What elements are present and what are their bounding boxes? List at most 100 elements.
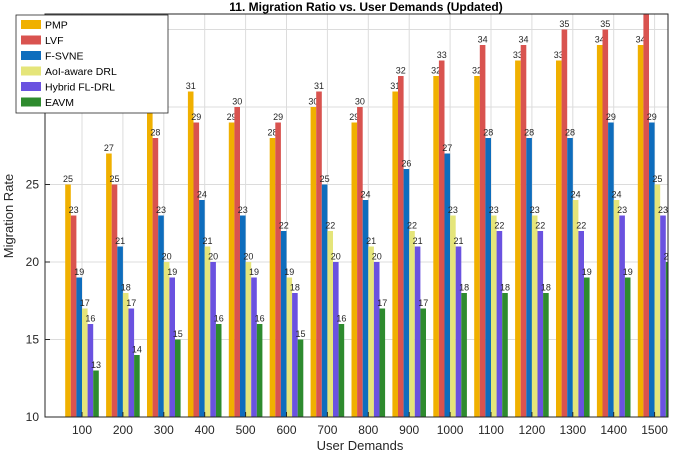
bar-hybrid-fl-drl bbox=[251, 277, 257, 417]
bar-value-label: 23 bbox=[658, 205, 668, 215]
x-tick-label: 1300 bbox=[559, 423, 586, 437]
x-tick-label: 700 bbox=[317, 423, 337, 437]
bar-value-label: 30 bbox=[355, 97, 365, 107]
x-tick-label: 600 bbox=[276, 423, 296, 437]
bar-value-label: 21 bbox=[413, 236, 423, 246]
bar-value-label: 21 bbox=[115, 236, 125, 246]
bar-hybrid-fl-drl bbox=[87, 324, 94, 417]
bar-value-label: 22 bbox=[494, 221, 504, 231]
bar-pmp bbox=[65, 184, 71, 417]
legend-swatch bbox=[21, 20, 41, 29]
bar-aoi-aware-drl bbox=[327, 231, 333, 417]
bar-value-label: 34 bbox=[518, 35, 528, 45]
bar-pmp bbox=[351, 122, 358, 417]
legend-swatch bbox=[21, 51, 41, 60]
bar-value-label: 29 bbox=[606, 112, 616, 122]
bar-value-label: 34 bbox=[478, 35, 488, 45]
bar-pmp bbox=[433, 76, 439, 417]
bar-hybrid-fl-drl bbox=[333, 262, 339, 417]
bar-value-label: 25 bbox=[63, 174, 73, 184]
bar-value-label: 28 bbox=[267, 128, 277, 138]
legend-label: EAVM bbox=[45, 97, 74, 109]
bars: 25 27 30 31 29 28 30 29 31 32 32 33 33 34 34 23 25 28 29 30… bbox=[63, 14, 668, 417]
bar-value-label: 23 bbox=[238, 205, 248, 215]
bar-lvf bbox=[316, 91, 322, 417]
bar-value-label: 35 bbox=[600, 19, 610, 29]
bar-value-label: 19 bbox=[167, 267, 177, 277]
bar-value-label: 18 bbox=[290, 283, 300, 293]
bar-value-label: 31 bbox=[390, 81, 400, 91]
bar-eavm bbox=[461, 293, 467, 417]
bar-value-label: 19 bbox=[623, 267, 633, 277]
x-tick-label: 1400 bbox=[600, 423, 627, 437]
bar-value-label: 24 bbox=[197, 190, 207, 200]
bar-value-label: 31 bbox=[186, 81, 196, 91]
bar-aoi-aware-drl bbox=[450, 215, 456, 417]
bar-eavm bbox=[256, 324, 263, 417]
bar-value-label: 17 bbox=[377, 298, 387, 308]
bar-hybrid-fl-drl bbox=[578, 231, 584, 417]
bar-lvf bbox=[111, 184, 118, 417]
bar-value-label: 15 bbox=[173, 329, 183, 339]
x-tick-label: 800 bbox=[358, 423, 378, 437]
bar-pmp bbox=[392, 91, 398, 417]
bar-aoi-aware-drl bbox=[82, 308, 88, 417]
bar-value-label: 22 bbox=[407, 221, 417, 231]
bar-hybrid-fl-drl bbox=[537, 231, 544, 417]
bar-value-label: 16 bbox=[336, 314, 346, 324]
bar-value-label: 16 bbox=[255, 314, 265, 324]
bar-value-label: 24 bbox=[611, 190, 621, 200]
legend-swatch bbox=[21, 35, 41, 45]
y-axis-title: Migration Rate bbox=[1, 174, 16, 259]
bar-lvf bbox=[438, 60, 445, 417]
bar-eavm bbox=[215, 324, 222, 417]
bar-eavm bbox=[175, 339, 181, 417]
bar-value-label: 29 bbox=[273, 112, 283, 122]
bar-hybrid-fl-drl bbox=[455, 246, 462, 417]
legend-label: Hybrid FL-DRL bbox=[45, 82, 115, 94]
x-ticks: 100 200 300 400 500 600 700 800 900 1000 1100 1200 1… bbox=[72, 412, 668, 437]
bar-aoi-aware-drl bbox=[409, 231, 415, 417]
legend-box bbox=[15, 14, 169, 114]
bar-f-svne bbox=[158, 215, 164, 417]
bar-pmp bbox=[474, 76, 480, 417]
bar-f-svne bbox=[362, 200, 369, 417]
x-tick-label: 1000 bbox=[437, 423, 464, 437]
bar-value-label: 25 bbox=[652, 174, 662, 184]
bar-value-label: 18 bbox=[500, 283, 510, 293]
bar-eavm bbox=[93, 370, 99, 417]
bar-hybrid-fl-drl bbox=[619, 215, 625, 417]
bar-f-svne bbox=[485, 138, 491, 417]
bar-pmp bbox=[106, 153, 112, 417]
bar-value-label: 20 bbox=[243, 252, 253, 262]
bar-pmp bbox=[515, 60, 521, 417]
bar-aoi-aware-drl bbox=[163, 262, 170, 417]
bar-aoi-aware-drl bbox=[531, 215, 538, 417]
bar-value-label: 22 bbox=[279, 221, 289, 231]
x-tick-label: 200 bbox=[113, 423, 133, 437]
bar-f-svne bbox=[403, 169, 410, 417]
chart-title: 11. Migration Ratio vs. User Demands (Up… bbox=[229, 0, 502, 14]
bar-value-label: 23 bbox=[489, 205, 499, 215]
bar-value-label: 34 bbox=[595, 35, 605, 45]
bar-value-label: 33 bbox=[513, 50, 523, 60]
bar-value-label: 23 bbox=[156, 205, 166, 215]
bar-value-label: 16 bbox=[214, 314, 224, 324]
bar-lvf bbox=[152, 138, 159, 417]
bar-value-label: 23 bbox=[448, 205, 458, 215]
x-tick-label: 1100 bbox=[478, 423, 504, 437]
bar-eavm bbox=[420, 308, 426, 417]
bar-value-label: 21 bbox=[366, 236, 376, 246]
x-axis-title: User Demands bbox=[317, 438, 404, 453]
bar-lvf bbox=[561, 29, 568, 417]
bar-hybrid-fl-drl bbox=[128, 308, 135, 417]
x-tick-label: 100 bbox=[72, 423, 92, 437]
bar-value-label: 33 bbox=[437, 50, 447, 60]
bar-value-label: 21 bbox=[453, 236, 463, 246]
bar-value-label: 33 bbox=[554, 50, 564, 60]
bar-value-label: 25 bbox=[320, 174, 330, 184]
bar-f-svne bbox=[199, 200, 205, 417]
bar-hybrid-fl-drl bbox=[210, 262, 216, 417]
bar-aoi-aware-drl bbox=[572, 200, 579, 417]
bar-eavm bbox=[502, 293, 508, 417]
